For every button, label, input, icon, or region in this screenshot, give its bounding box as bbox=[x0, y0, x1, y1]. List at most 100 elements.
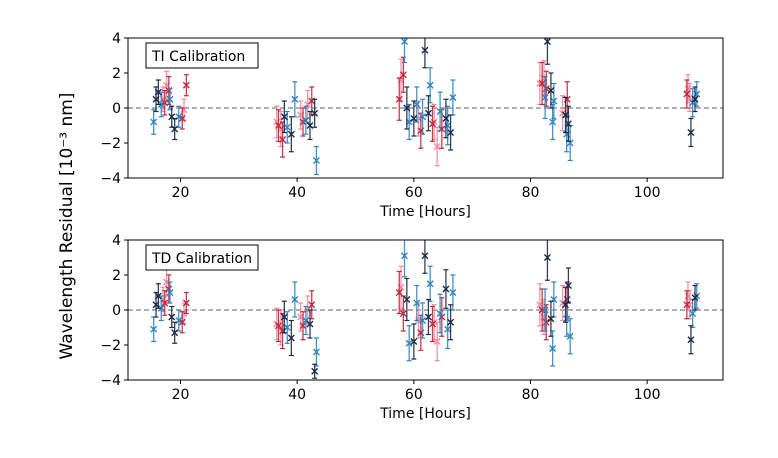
x-tick-label: 100 bbox=[634, 387, 661, 403]
x-tick-label: 60 bbox=[405, 185, 423, 201]
data-point bbox=[436, 310, 444, 317]
data-point bbox=[436, 108, 444, 115]
y-tick-label: 2 bbox=[112, 268, 121, 284]
data-point bbox=[691, 294, 699, 302]
y-tick-label: 0 bbox=[112, 303, 121, 319]
panel-title-box bbox=[145, 244, 259, 271]
data-point bbox=[403, 104, 411, 112]
data-point bbox=[154, 292, 162, 300]
data-point bbox=[280, 113, 288, 121]
data-point bbox=[426, 81, 434, 89]
data-point bbox=[442, 115, 450, 122]
data-point bbox=[299, 322, 307, 330]
data-point bbox=[291, 296, 299, 303]
data-point bbox=[542, 85, 550, 93]
data-point bbox=[433, 338, 441, 345]
x-tick-label: 20 bbox=[172, 185, 190, 201]
data-point bbox=[161, 299, 169, 307]
data-point bbox=[410, 338, 418, 345]
data-point bbox=[178, 318, 186, 326]
y-tick-label: −2 bbox=[100, 338, 121, 354]
data-point bbox=[166, 95, 174, 103]
data-point bbox=[449, 289, 457, 296]
data-point bbox=[157, 101, 165, 108]
data-point bbox=[541, 306, 549, 314]
data-point bbox=[444, 325, 452, 333]
data-point bbox=[421, 252, 429, 260]
x-tick-label: 60 bbox=[405, 387, 423, 403]
data-point bbox=[564, 282, 572, 289]
series-pink bbox=[159, 265, 694, 362]
data-point bbox=[562, 111, 569, 119]
data-point bbox=[413, 299, 421, 307]
data-point bbox=[399, 71, 407, 79]
series-navy bbox=[152, 240, 699, 379]
data-point bbox=[275, 122, 282, 129]
data-point bbox=[421, 46, 429, 54]
data-point bbox=[401, 252, 408, 260]
y-tick-label: 4 bbox=[112, 233, 121, 249]
data-point bbox=[168, 313, 176, 321]
data-point bbox=[447, 129, 455, 136]
series-blue bbox=[150, 38, 701, 176]
data-point bbox=[429, 320, 436, 328]
data-point bbox=[311, 109, 319, 117]
data-point bbox=[541, 94, 549, 101]
data-point bbox=[549, 345, 557, 352]
plot-area bbox=[150, 240, 701, 379]
data-point bbox=[154, 88, 162, 96]
panel-title: TI Calibration bbox=[151, 49, 245, 65]
data-point bbox=[150, 118, 158, 126]
series-red bbox=[161, 270, 691, 351]
data-point bbox=[171, 329, 179, 337]
data-point bbox=[302, 116, 310, 124]
data-point bbox=[449, 94, 457, 101]
data-point bbox=[686, 301, 694, 309]
data-point bbox=[566, 332, 574, 340]
data-point bbox=[306, 122, 314, 129]
data-point bbox=[150, 325, 158, 333]
data-point bbox=[419, 317, 427, 324]
data-point bbox=[178, 115, 186, 122]
x-axis-label: Time [Hours] bbox=[379, 204, 471, 220]
data-point bbox=[312, 157, 320, 164]
plot-area bbox=[150, 38, 701, 176]
series-blue bbox=[150, 240, 701, 367]
x-tick-label: 80 bbox=[522, 185, 540, 201]
data-point bbox=[283, 324, 291, 331]
data-point bbox=[157, 304, 165, 312]
data-point bbox=[691, 95, 699, 103]
x-tick-label: 40 bbox=[288, 387, 306, 403]
series-red bbox=[161, 56, 691, 158]
data-point bbox=[424, 109, 432, 117]
data-point bbox=[547, 87, 555, 94]
panel-title-box bbox=[145, 42, 259, 69]
data-point bbox=[403, 296, 411, 303]
panel-title: TD Calibration bbox=[151, 251, 252, 267]
y-tick-label: −4 bbox=[100, 171, 121, 187]
data-point bbox=[399, 310, 407, 317]
y-tick-label: 4 bbox=[112, 31, 121, 47]
data-point bbox=[401, 38, 408, 45]
data-point bbox=[405, 339, 413, 347]
x-tick-label: 40 bbox=[288, 185, 306, 201]
x-tick-label: 100 bbox=[634, 185, 661, 201]
data-point bbox=[683, 301, 691, 309]
data-point bbox=[687, 336, 695, 344]
data-point bbox=[283, 123, 291, 131]
x-tick-label: 80 bbox=[522, 387, 540, 403]
data-point bbox=[287, 130, 295, 138]
data-point bbox=[550, 97, 558, 105]
data-point bbox=[564, 120, 572, 128]
data-point bbox=[182, 81, 190, 89]
data-point bbox=[279, 136, 287, 143]
data-point bbox=[543, 38, 551, 45]
x-axis-label: Time [Hours] bbox=[379, 406, 471, 422]
data-point bbox=[689, 310, 697, 317]
data-point bbox=[275, 322, 282, 330]
data-point bbox=[442, 285, 450, 293]
y-tick-label: 2 bbox=[112, 66, 121, 82]
data-point bbox=[426, 280, 434, 288]
